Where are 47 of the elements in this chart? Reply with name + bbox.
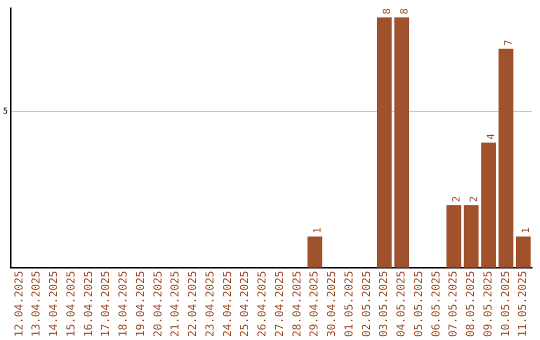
x-tick-label: 27.04.2025	[272, 270, 286, 338]
data-label: 1	[312, 227, 324, 234]
x-tick-label: 30.04.2025	[325, 270, 338, 338]
x-tick-label: 29.04.2025	[308, 270, 321, 338]
x-tick-label: 07.05.2025	[446, 270, 460, 338]
x-tick-label: 10.05.2025	[498, 270, 512, 338]
x-tick-label: 23.04.2025	[203, 270, 216, 338]
x-tick-label: 15.04.2025	[64, 270, 78, 338]
data-label: 7	[504, 40, 515, 46]
x-tick-label: 24.04.2025	[220, 270, 234, 338]
x-tick-label: 05.05.2025	[412, 270, 425, 338]
data-label: 2	[468, 196, 480, 202]
x-tick-label: 04.05.2025	[394, 270, 408, 338]
bar	[516, 236, 531, 268]
x-tick-label: 17.04.2025	[99, 270, 112, 338]
bar	[446, 205, 462, 268]
x-tick-label: 03.05.2025	[377, 270, 390, 338]
x-tick-label: 25.04.2025	[238, 270, 252, 338]
bar	[376, 17, 392, 268]
x-tick-label: 18.04.2025	[116, 270, 130, 338]
bar	[481, 142, 496, 268]
bar	[307, 236, 322, 268]
x-tick-label: 19.04.2025	[134, 270, 147, 338]
x-tick-label: 21.04.2025	[168, 270, 182, 338]
x-tick-label: 12.04.2025	[12, 270, 26, 338]
x-tick-label: 13.04.2025	[30, 270, 43, 338]
x-tick-label: 26.04.2025	[256, 270, 269, 338]
x-tick-label: 09.05.2025	[481, 270, 494, 338]
x-tick-label: 08.05.2025	[464, 270, 478, 338]
x-tick-label: 28.04.2025	[290, 270, 304, 338]
y-tick-label: 5	[2, 106, 8, 116]
x-tick-label: 16.04.2025	[82, 270, 95, 338]
x-tick-label: 20.04.2025	[151, 270, 164, 338]
data-label: 8	[382, 8, 393, 14]
data-label: 8	[399, 8, 410, 14]
x-tick-label: 14.04.2025	[47, 270, 60, 338]
bar	[498, 48, 514, 268]
x-tick-label: 02.05.2025	[360, 270, 373, 338]
x-tick-label: 22.04.2025	[186, 270, 200, 338]
data-label: 2	[451, 196, 462, 202]
x-tick-label: 06.05.2025	[429, 270, 442, 338]
x-tick-label: 01.05.2025	[342, 270, 356, 338]
bar	[394, 17, 410, 268]
data-label: 4	[486, 134, 498, 140]
bar	[464, 205, 479, 268]
data-label: 1	[520, 227, 532, 234]
x-tick-label: 11.05.2025	[516, 270, 530, 338]
